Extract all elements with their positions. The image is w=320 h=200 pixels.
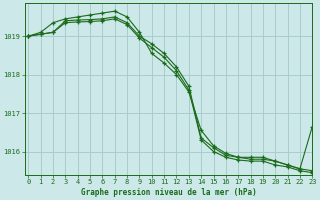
X-axis label: Graphe pression niveau de la mer (hPa): Graphe pression niveau de la mer (hPa) — [81, 188, 256, 197]
